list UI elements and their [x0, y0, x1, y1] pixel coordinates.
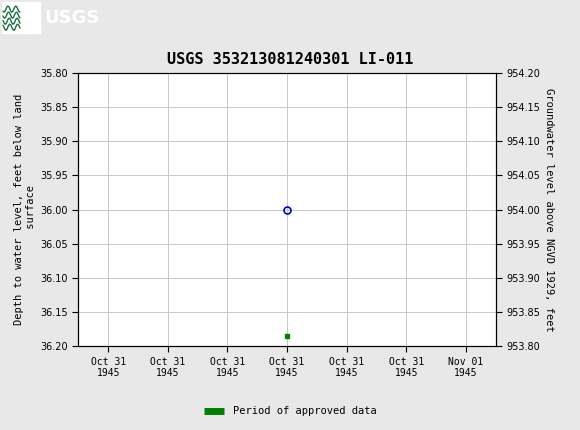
Text: USGS: USGS — [44, 9, 99, 27]
Y-axis label: Groundwater level above NGVD 1929, feet: Groundwater level above NGVD 1929, feet — [545, 88, 554, 332]
Text: USGS 353213081240301 LI-011: USGS 353213081240301 LI-011 — [167, 52, 413, 67]
Legend: Period of approved data: Period of approved data — [200, 402, 380, 421]
Y-axis label: Depth to water level, feet below land
 surface: Depth to water level, feet below land su… — [14, 94, 36, 325]
Bar — [2, 2, 40, 33]
